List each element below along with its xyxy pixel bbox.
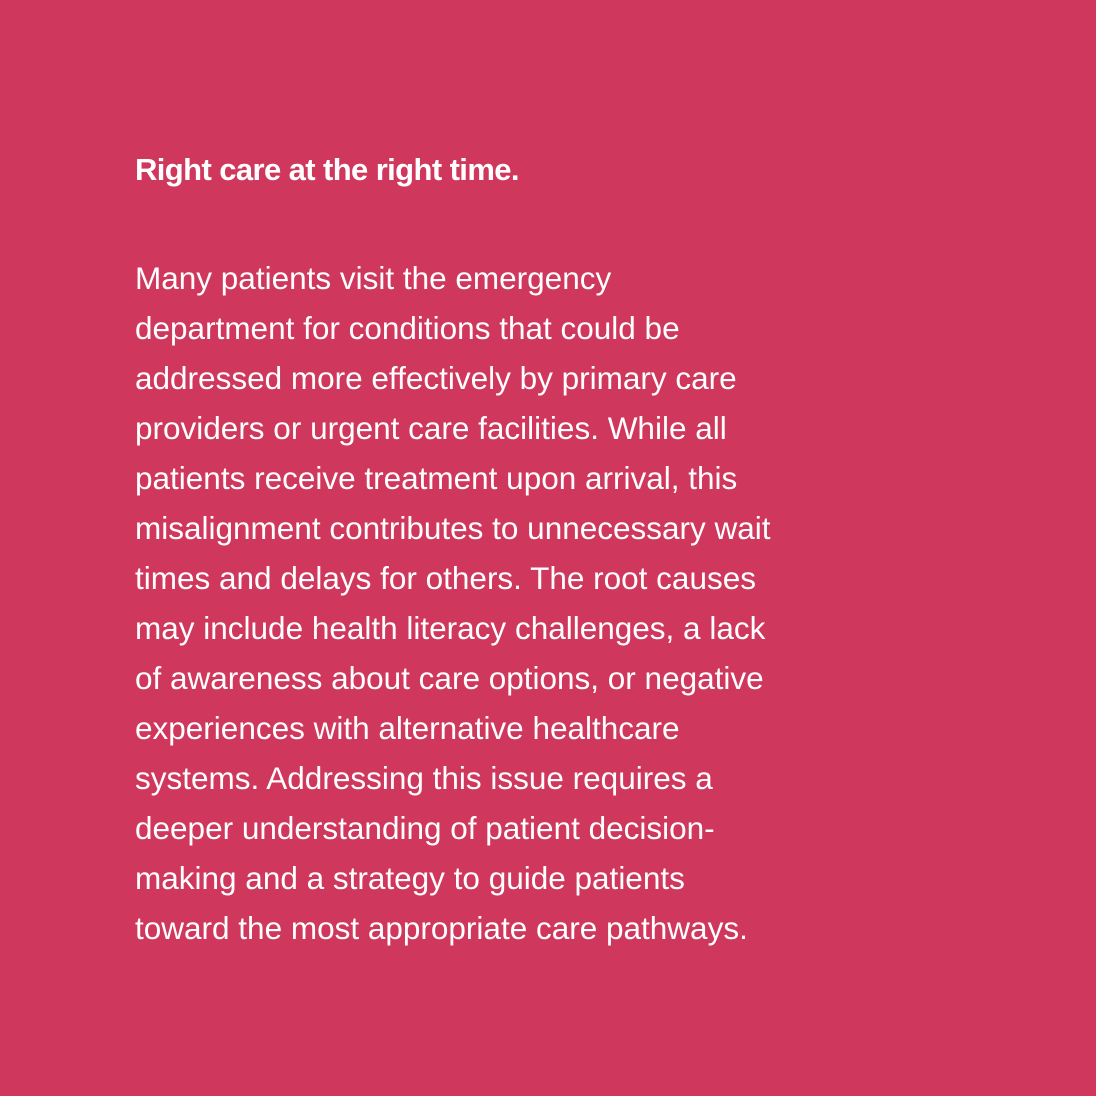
body-line: misalignment contributes to unnecessary … [135,510,771,546]
body-line: of awareness about care options, or nega… [135,660,764,696]
body-line: patients receive treatment upon arrival,… [135,460,738,496]
body-line: may include health literacy challenges, … [135,610,766,646]
body-line: experiences with alternative healthcare [135,710,680,746]
body-line: department for conditions that could be [135,310,680,346]
body-line: addressed more effectively by primary ca… [135,360,737,396]
body-line: providers or urgent care facilities. Whi… [135,410,727,446]
body-line: systems. Addressing this issue requires … [135,760,713,796]
body-line: deeper understanding of patient decision… [135,810,715,846]
body-line: Many patients visit the emergency [135,260,612,296]
body-line: toward the most appropriate care pathway… [135,910,748,946]
heading: Right care at the right time. [135,152,520,187]
body-paragraph: Many patients visit the emergency depart… [135,253,1035,953]
body-line: making and a strategy to guide patients [135,860,685,896]
body-line: times and delays for others. The root ca… [135,560,756,596]
